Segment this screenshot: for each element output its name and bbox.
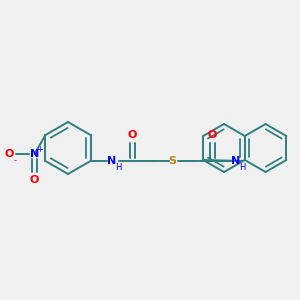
Text: O: O (128, 130, 137, 140)
Text: -: - (14, 157, 17, 166)
Text: O: O (30, 175, 39, 185)
Text: +: + (36, 145, 43, 154)
Text: O: O (5, 149, 14, 159)
Text: O: O (208, 130, 217, 140)
Text: S: S (169, 156, 176, 166)
Text: N: N (107, 156, 116, 166)
Text: H: H (239, 164, 246, 172)
Text: H: H (115, 164, 122, 172)
Text: N: N (231, 156, 240, 166)
Text: N: N (30, 149, 39, 159)
